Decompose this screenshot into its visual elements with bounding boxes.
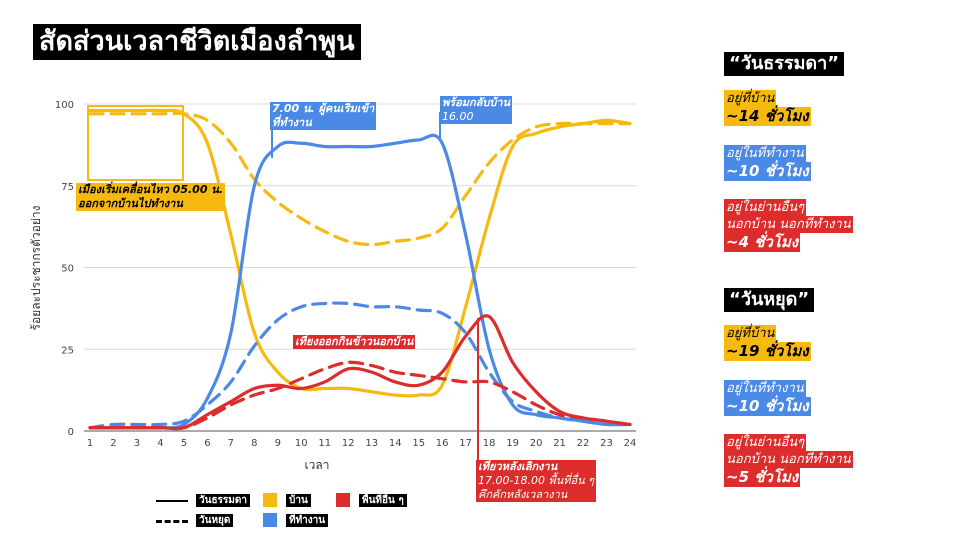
x-tick-label: 23 [600, 438, 613, 449]
legend-dashed-line [156, 520, 188, 523]
x-tick-label: 11 [318, 438, 331, 449]
page-title: สัดส่วนเวลาชีวิตเมืองลำพูน [33, 24, 361, 60]
series-line-4 [88, 314, 632, 431]
x-tick-label: 13 [365, 438, 378, 449]
x-tick-label: 4 [157, 438, 163, 449]
series-lines [88, 108, 632, 431]
weekday-home-stat: อยู่ที่บ้าน ~14 ชั่วโมง [724, 90, 811, 126]
series-line-5 [88, 360, 632, 431]
holiday-heading: “วันหยุด” [724, 288, 815, 312]
x-tick-label: 5 [181, 438, 187, 449]
legend-home: บ้าน [286, 494, 311, 507]
x-tick-label: 3 [134, 438, 140, 449]
highlight-box-5am [87, 105, 184, 181]
x-tick-labels: 1 2 3 4 5 6 7 8 9 10 11 12 13 14 15 16 17 18 19 20 21 22 23 24 [87, 438, 637, 449]
y-tick-label: 25 [61, 345, 74, 356]
x-tick-label: 2 [110, 438, 116, 449]
x-tick-label: 22 [577, 438, 590, 449]
grid-lines [84, 103, 636, 432]
x-tick-label: 15 [412, 438, 425, 449]
weekday-heading: “วันธรรมดา” [724, 52, 845, 76]
series-line-3 [88, 301, 632, 430]
weekday-other-stat: อยู่ในย่านอื่นๆ นอกบ้าน นอกที่ทำงาน ~4 ช… [724, 199, 853, 252]
x-tick-label: 9 [275, 438, 281, 449]
annotation-lunch-out: เที่ยงออกกินข้าวนอกบ้าน [293, 335, 416, 349]
legend-solid-line [156, 500, 188, 502]
series-line-1 [88, 111, 632, 247]
y-axis-title: ร้อยละประชากรตัวอย่าง [29, 206, 43, 331]
legend-home-swatch [263, 493, 277, 507]
legend-work: ที่ทำงาน [286, 514, 329, 527]
legend-other: พื้นที่อื่น ๆ [359, 494, 407, 507]
x-tick-label: 14 [389, 438, 402, 449]
x-tick-label: 20 [530, 438, 543, 449]
series-line-0 [88, 108, 632, 398]
x-tick-label: 6 [204, 438, 210, 449]
y-tick-labels: 0 25 50 75 100 [55, 100, 74, 438]
x-tick-label: 24 [624, 438, 637, 449]
x-tick-label: 19 [506, 438, 519, 449]
annotation-work-start: 7.00 น. ผู้คนเริ่มเข้า ที่ทำงาน [270, 102, 377, 130]
weekday-work-stat: อยู่ในที่ทำงาน ~10 ชั่วโมง [724, 145, 811, 181]
legend-weekday: วันธรรมดา [196, 494, 250, 507]
y-tick-label: 50 [61, 264, 74, 275]
annotation-go-home: พร้อมกลับบ้าน 16.00 [440, 96, 513, 124]
x-tick-label: 8 [251, 438, 257, 449]
holiday-home-stat: อยู่ที่บ้าน ~19 ชั่วโมง [724, 325, 811, 361]
x-tick-label: 7 [228, 438, 234, 449]
x-tick-label: 12 [342, 438, 355, 449]
y-tick-label: 75 [61, 182, 74, 193]
x-tick-label: 17 [459, 438, 472, 449]
legend-work-swatch [263, 513, 277, 527]
x-tick-label: 21 [553, 438, 566, 449]
x-tick-label: 18 [483, 438, 496, 449]
annotation-after-work: เที่ยวหลังเลิกงาน 17.00-18.00 พื้นที่อื่… [476, 460, 596, 502]
annotation-city-wakes: เมืองเริ่มเคลื่อนไหว 05.00 น. ออกจากบ้าน… [76, 183, 226, 211]
x-tick-label: 16 [436, 438, 449, 449]
legend-other-swatch [336, 493, 350, 507]
series-line-2 [88, 133, 632, 430]
x-tick-label: 1 [87, 438, 93, 449]
legend-holiday: วันหยุด [196, 514, 234, 527]
holiday-other-stat: อยู่ในย่านอื่นๆ นอกบ้าน นอกที่ทำงาน ~5 ช… [724, 434, 853, 487]
x-tick-label: 10 [295, 438, 308, 449]
x-axis-title: เวลา [305, 458, 330, 472]
holiday-work-stat: อยู่ในที่ทำงาน ~10 ชั่วโมง [724, 380, 811, 416]
y-tick-label: 100 [55, 100, 74, 111]
y-tick-label: 0 [68, 427, 74, 438]
